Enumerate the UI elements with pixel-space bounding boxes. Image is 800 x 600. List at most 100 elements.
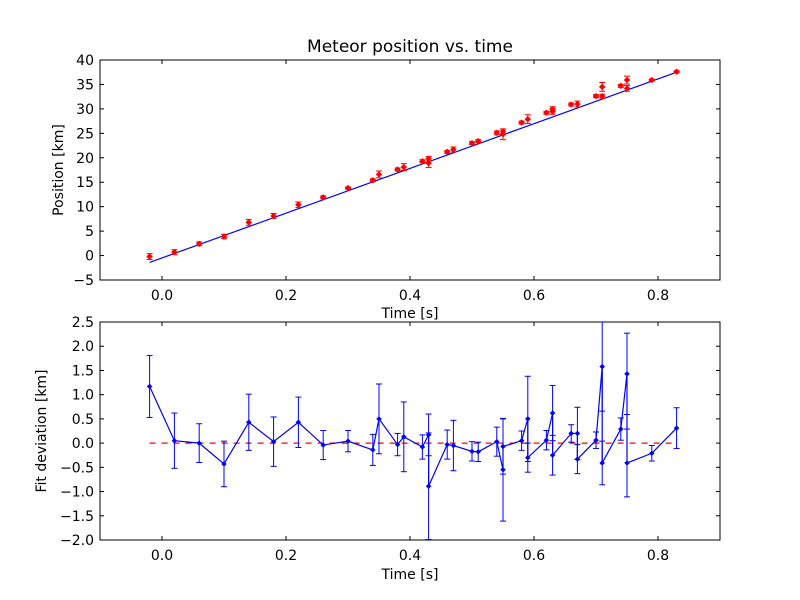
position-data-point (574, 100, 581, 108)
deviation-data-point (524, 442, 531, 473)
deviation-y-tick-label: 2.0 (72, 339, 94, 355)
position-point-marker (474, 137, 482, 145)
deviation-x-tick-label: 0.8 (647, 548, 669, 564)
position-point-marker (394, 166, 401, 173)
deviation-y-tick-label: −1.5 (60, 509, 94, 525)
position-point-marker (220, 233, 228, 240)
position-point-marker (493, 129, 501, 137)
deviation-point-marker (493, 438, 500, 445)
deviation-point-marker (624, 460, 630, 466)
position-fit-line-group (149, 71, 677, 263)
position-data-point (524, 114, 532, 125)
deviation-point-marker (469, 448, 475, 455)
position-y-tick-label: 0 (85, 249, 94, 265)
deviation-data-point (345, 430, 351, 453)
deviation-data-point (394, 432, 401, 457)
deviation-data-point (475, 441, 482, 463)
position-point-marker (171, 248, 178, 256)
deviation-data-point (624, 332, 630, 416)
deviation-series-clip (146, 322, 680, 540)
position-point-marker (295, 201, 302, 209)
position-point-marker (543, 109, 550, 117)
deviation-point-marker (295, 419, 302, 426)
position-point-marker (524, 115, 532, 123)
deviation-point-marker (320, 442, 327, 448)
position-point-marker (598, 83, 606, 91)
position-point-marker (499, 128, 507, 135)
deviation-data-point (320, 430, 327, 461)
deviation-point-marker (549, 410, 556, 416)
deviation-data-point (518, 430, 525, 451)
deviation-data-point (369, 433, 376, 466)
position-point-marker (648, 76, 656, 84)
position-data-point (400, 163, 408, 171)
deviation-y-tick-label: −2.0 (60, 533, 94, 549)
position-data-point (592, 92, 600, 100)
deviation-point-marker (624, 370, 630, 377)
deviation-data-point (146, 354, 153, 418)
deviation-point-marker (450, 442, 457, 449)
deviation-x-ticks: 0.0 0.2 0.4 0.6 0.8 (151, 322, 669, 564)
position-data-point (518, 119, 525, 126)
deviation-point-marker (599, 363, 606, 370)
deviation-data-point (450, 419, 457, 472)
position-point-marker (574, 100, 581, 108)
position-plot-title: Meteor position vs. time (307, 37, 513, 57)
position-point-marker (375, 171, 383, 178)
deviation-y-tick-label: 1.0 (72, 388, 94, 404)
position-data-point (295, 201, 302, 209)
position-data-point (598, 92, 606, 100)
deviation-y-tick-label: 2.5 (72, 315, 94, 331)
deviation-point-marker (568, 430, 575, 437)
deviation-data-point (469, 441, 475, 462)
deviation-plot-panel: 0.0 0.2 0.4 0.6 0.8 −2.0 −1.5 −1.0 −0.5 0.0 0.5 1.… (34, 315, 721, 583)
position-point-marker (270, 212, 277, 220)
position-data-point (623, 75, 631, 85)
deviation-data-point (599, 322, 606, 412)
position-y-tick-label: 10 (76, 200, 94, 216)
position-data-point (543, 109, 550, 117)
position-y-tick-label: 30 (76, 102, 94, 118)
position-fit-line (149, 71, 677, 263)
deviation-data-point (295, 396, 302, 448)
deviation-data-point (549, 434, 556, 476)
deviation-data-point (419, 434, 426, 460)
position-point-marker (319, 194, 327, 201)
position-point-marker (617, 82, 625, 90)
position-data-point (648, 76, 656, 84)
deviation-y-tick-label: 0.0 (72, 436, 94, 452)
deviation-point-marker (196, 440, 203, 446)
deviation-data-point (493, 426, 500, 457)
deviation-point-marker (475, 448, 482, 455)
position-data-point (375, 170, 383, 179)
deviation-point-marker (524, 454, 531, 461)
position-y-axis-label: Position [km] (51, 124, 67, 216)
position-data-point (270, 212, 277, 220)
position-point-marker (450, 146, 457, 153)
position-points-group (146, 68, 680, 260)
position-data-point (319, 194, 327, 201)
position-point-marker (195, 240, 203, 248)
deviation-x-tick-label: 0.6 (523, 548, 545, 564)
deviation-data-point (543, 430, 550, 451)
position-y-tick-label: −5 (73, 273, 94, 289)
deviation-y-tick-label: 0.5 (72, 412, 94, 428)
deviation-point-marker (648, 450, 655, 457)
deviation-data-point (196, 423, 203, 463)
deviation-y-tick-label: −1.0 (60, 485, 94, 501)
position-data-point (146, 253, 153, 260)
deviation-y-ticks: −2.0 −1.5 −1.0 −0.5 0.0 0.5 1.0 1.5 2.0 2.5 (60, 315, 720, 549)
position-x-tick-label: 0.6 (523, 288, 545, 304)
position-data-point (549, 106, 556, 113)
deviation-point-marker (245, 419, 252, 426)
deviation-point-marker (369, 447, 376, 453)
deviation-point-marker (524, 416, 531, 422)
position-data-point (598, 81, 606, 92)
deviation-data-point (500, 418, 506, 475)
position-x-tick-label: 0.8 (647, 288, 669, 304)
position-point-marker (443, 148, 451, 156)
position-point-marker (549, 106, 556, 113)
deviation-data-point (599, 440, 606, 486)
position-x-tick-label: 0.2 (275, 288, 297, 304)
